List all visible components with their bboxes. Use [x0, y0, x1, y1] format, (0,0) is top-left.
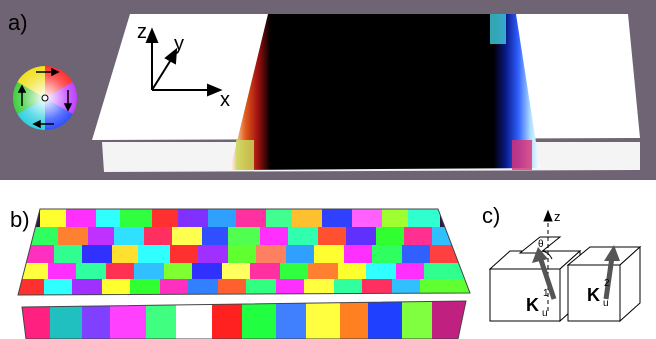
panel-b-illustration	[17, 208, 471, 339]
panel-label-a: a)	[8, 10, 28, 35]
k1-superscript: 1	[543, 288, 549, 299]
panel-label-b: b)	[10, 207, 30, 232]
k2-superscript: 2	[604, 278, 610, 289]
wall-accent-magenta	[512, 140, 532, 170]
upper-grain-slab	[18, 209, 470, 295]
lower-grain-slab	[22, 301, 466, 339]
wall-accent-green	[236, 140, 254, 170]
grain-blocks	[488, 236, 642, 323]
y-axis-label: y	[174, 33, 184, 55]
panel-label-c: c)	[482, 203, 501, 228]
panel-c: z θ K u 1 K u 2 c)	[480, 195, 656, 339]
axes-triad	[145, 27, 223, 97]
k1-label: K	[526, 295, 539, 315]
z-arrowhead	[145, 27, 159, 43]
x-axis-label: x	[220, 89, 230, 111]
z-axis-line	[543, 209, 553, 311]
panel-c-diagram: z θ K u 1 K u 2	[488, 209, 642, 323]
lower-slab-outline	[21, 300, 467, 339]
panel-c-z-label: z	[554, 209, 561, 224]
left-block-front	[489, 268, 561, 322]
grain-row-2	[30, 227, 452, 245]
domain-wall	[230, 14, 540, 170]
panel-b: b)	[0, 195, 480, 339]
k2-label: K	[587, 285, 600, 305]
panel-a: z y x a)	[0, 0, 656, 180]
grain-row-3	[24, 245, 460, 263]
panel-a-illustration: z y x	[0, 0, 656, 180]
y-arrowhead	[164, 47, 178, 65]
wall-accent-cyan	[490, 14, 506, 44]
upper-slab-outline	[17, 208, 471, 296]
grain-row-4	[18, 263, 464, 279]
theta-arc	[541, 250, 553, 260]
step-notch	[518, 236, 562, 254]
right-block-side	[619, 245, 641, 323]
k1-subscript: u	[542, 308, 548, 319]
theta-label: θ	[538, 239, 544, 250]
grain-row-5	[18, 279, 470, 295]
k1-arrow	[532, 247, 557, 300]
k2-arrow	[603, 245, 620, 300]
x-arrowhead	[207, 83, 223, 97]
grain-row-1	[40, 209, 440, 227]
k2-subscript: u	[603, 298, 609, 309]
y-axis	[151, 57, 173, 91]
color-wheel-icon	[13, 66, 77, 130]
z-axis-label: z	[137, 21, 147, 43]
